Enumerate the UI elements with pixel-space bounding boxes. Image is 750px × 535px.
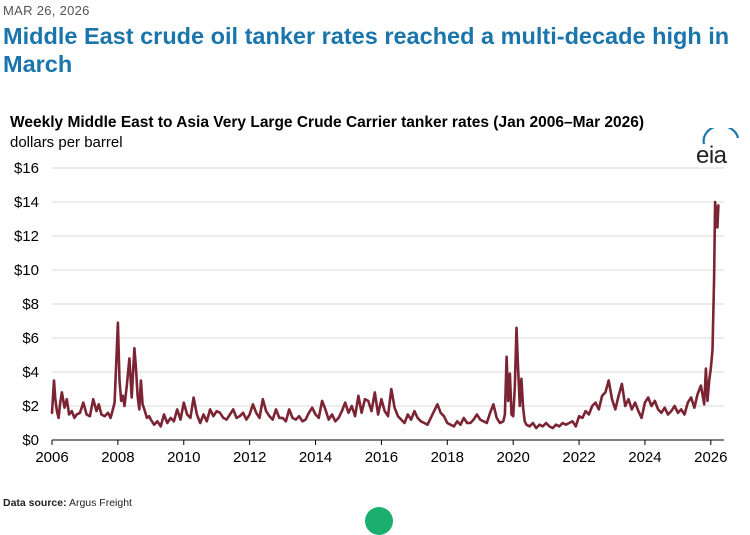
x-axis-ticks: 2006 2008 2010 2012 2014 2016 2018 2020 2022 2024…	[35, 440, 728, 466]
y-tick-label: $14	[14, 194, 39, 211]
x-tick-label: 2016	[365, 449, 398, 466]
series-group	[50, 200, 720, 430]
y-tick-label: $2	[22, 398, 39, 415]
chart-title: Weekly Middle East to Asia Very Large Cr…	[10, 114, 645, 131]
y-tick-label: $12	[14, 228, 39, 245]
y-axis-ticks: $0 $2 $4 $6 $8 $10 $12 $14 $16	[14, 160, 39, 449]
data-source-value: Argus Freight	[68, 497, 132, 509]
data-source-label: Data source:	[3, 497, 67, 509]
y-tick-label: $6	[22, 330, 39, 347]
x-tick-label: 2022	[562, 449, 595, 466]
y-tick-label: $16	[14, 160, 39, 177]
x-tick-label: 2006	[35, 449, 68, 466]
x-tick-label: 2010	[167, 449, 200, 466]
y-tick-label: $4	[22, 364, 39, 381]
data-source: Data source: Argus Freight	[3, 497, 132, 509]
publish-date: MAR 26, 2026	[3, 3, 90, 18]
x-tick-label: 2026	[694, 449, 727, 466]
gridlines	[52, 167, 724, 407]
y-tick-label: $0	[22, 432, 39, 449]
y-tick-label: $10	[14, 262, 39, 279]
eia-logo-text: eia	[696, 142, 727, 169]
headline: Middle East crude oil tanker rates reach…	[3, 23, 730, 77]
series-line	[50, 200, 720, 430]
x-tick-label: 2018	[431, 449, 464, 466]
y-axis-units-label: dollars per barrel	[10, 134, 123, 151]
x-tick-label: 2020	[496, 449, 529, 466]
x-tick-label: 2024	[628, 449, 661, 466]
x-tick-label: 2008	[101, 449, 134, 466]
line-chart: $0$2$4$6$8$10$12$14$16 2006 2008 2010 2012 2…	[14, 160, 728, 466]
x-tick-label: 2014	[299, 449, 332, 466]
x-tick-label: 2012	[233, 449, 266, 466]
status-badge	[365, 507, 393, 535]
y-tick-label: $8	[22, 296, 39, 313]
